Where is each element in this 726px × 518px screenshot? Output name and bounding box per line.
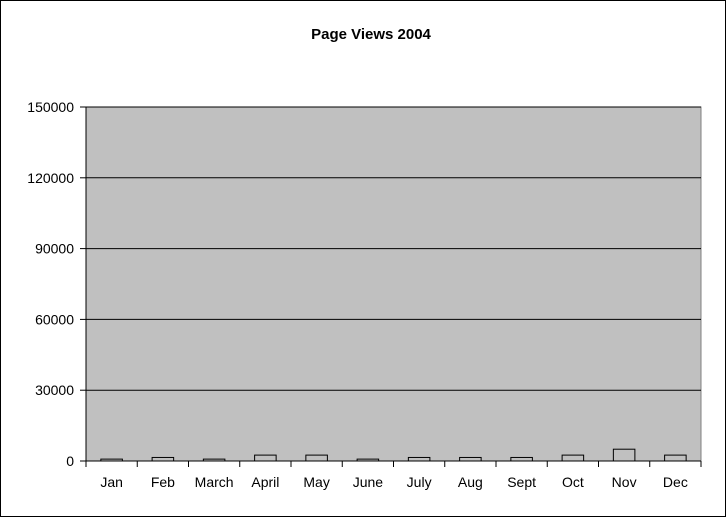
bar-june [356,458,380,462]
bar-feb [151,456,175,462]
x-tick-label: March [195,474,234,490]
chart-title: Page Views 2004 [311,26,431,43]
y-tick-label: 30000 [35,382,74,398]
y-tick-label: 150000 [27,99,74,115]
bar-may [305,454,328,462]
x-tick-label: April [251,474,279,490]
x-tick-label: Oct [562,474,584,490]
x-tick-label: Feb [151,474,175,490]
bar-aug [459,456,482,462]
plot-area-group: 0 30000 60000 90000 120000 150000 Jan Feb March A… [27,99,702,490]
bar-sept [510,456,533,462]
x-tick-label: Dec [663,474,688,490]
x-tick-label: May [303,474,329,490]
x-tick-label: Aug [458,474,483,490]
bar-dec [664,454,687,462]
y-tick-label: 60000 [35,311,74,327]
bar-march [202,458,226,462]
bar-july [407,456,431,462]
y-tick-label: 120000 [27,170,74,186]
y-tick-label: 90000 [35,241,74,257]
x-tick-label: Sept [507,474,536,490]
x-tick-label: Jan [100,474,123,490]
y-tick-label: 0 [66,453,74,469]
bar-oct [561,454,585,462]
x-tick-label: June [353,474,384,490]
x-tick-label: July [407,474,432,490]
bar-april [254,454,277,462]
bar-nov [612,448,636,462]
bar-jan [100,458,123,462]
x-tick-label: Nov [612,474,637,490]
plot-background [85,106,702,462]
